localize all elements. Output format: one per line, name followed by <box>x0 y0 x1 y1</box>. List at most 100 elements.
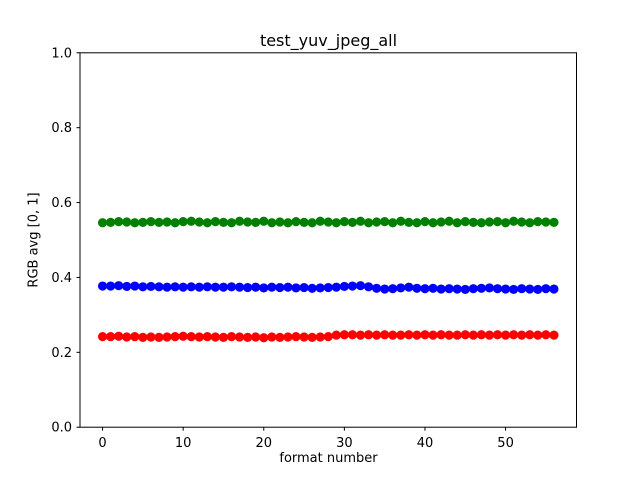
green-point <box>234 216 245 226</box>
green-point <box>154 217 164 228</box>
green-point <box>525 218 535 228</box>
red-point <box>388 330 398 340</box>
blue-point <box>210 282 221 292</box>
green-point <box>218 217 229 228</box>
red-point <box>420 330 430 340</box>
y-tick-label: 1.0 <box>51 46 72 61</box>
blue-point <box>492 284 503 294</box>
red-point <box>347 330 358 340</box>
y-tick-label: 0.4 <box>51 271 72 286</box>
blue-point <box>372 283 382 293</box>
red-point <box>500 330 511 340</box>
green-point <box>178 217 188 227</box>
green-point <box>323 217 333 227</box>
green-point <box>146 217 156 227</box>
red-point <box>146 332 156 342</box>
green-point <box>130 218 140 228</box>
green-point <box>138 217 148 228</box>
blue-point <box>460 284 470 295</box>
x-tick-label: 0 <box>98 436 106 451</box>
blue-point <box>138 282 148 292</box>
scatter-points <box>97 216 559 343</box>
red-point <box>291 331 301 342</box>
red-point <box>533 330 543 340</box>
red-point <box>283 332 293 342</box>
red-point <box>194 332 204 342</box>
red-point <box>363 330 374 340</box>
y-tick-label: 0.2 <box>51 346 72 361</box>
green-point <box>259 216 269 226</box>
red-point <box>122 332 132 342</box>
blue-point <box>355 281 366 291</box>
blue-point <box>476 283 486 293</box>
red-point <box>436 330 446 340</box>
blue-point <box>331 282 341 292</box>
green-point <box>114 217 124 227</box>
red-point <box>243 332 253 342</box>
green-point <box>243 217 253 227</box>
blue-point <box>218 282 229 292</box>
green-point <box>283 218 293 228</box>
blue-point <box>549 284 559 294</box>
green-point <box>500 218 511 228</box>
green-point <box>468 217 478 228</box>
blue-point <box>347 281 358 291</box>
blue-point <box>428 283 438 293</box>
red-point <box>178 331 188 341</box>
green-point <box>170 218 180 228</box>
red-point <box>315 332 325 342</box>
blue-point <box>363 282 374 292</box>
red-point <box>460 330 470 340</box>
green-point <box>484 217 495 227</box>
red-point <box>331 330 341 340</box>
blue-point <box>517 284 527 294</box>
green-point <box>186 216 196 226</box>
x-axis-tick-labels: 0 10 20 30 40 50 <box>98 436 513 451</box>
blue-point <box>541 284 551 294</box>
green-point <box>436 217 446 227</box>
x-axis-label: format number <box>279 451 378 466</box>
blue-point <box>404 282 414 292</box>
red-point <box>484 330 495 340</box>
blue-point <box>436 284 446 294</box>
blue-point <box>484 283 495 293</box>
x-axis-ticks <box>102 427 507 431</box>
blue-point <box>106 281 116 291</box>
green-point <box>315 216 325 226</box>
green-point <box>251 217 261 228</box>
red-point <box>299 332 309 342</box>
y-axis-ticks <box>76 52 80 428</box>
green-point <box>420 217 430 227</box>
blue-point <box>299 282 309 293</box>
green-point <box>106 217 116 228</box>
green-point <box>444 216 454 226</box>
y-tick-label: 0.6 <box>51 196 72 211</box>
green-point <box>202 218 212 228</box>
chart-title: test_yuv_jpeg_all <box>259 31 398 50</box>
red-point <box>226 331 237 342</box>
red-point <box>339 330 349 340</box>
green-point <box>428 218 438 228</box>
red-point <box>525 330 535 340</box>
red-point <box>275 332 285 342</box>
blue-point <box>194 282 204 292</box>
green-point <box>549 217 559 228</box>
red-point <box>428 330 438 340</box>
blue-point <box>226 282 237 292</box>
red-point <box>251 332 261 342</box>
red-point <box>412 330 422 340</box>
red-point <box>549 330 559 340</box>
blue-point <box>500 284 511 294</box>
red-point <box>162 332 172 342</box>
green-point <box>460 217 470 227</box>
blue-point <box>323 282 333 293</box>
blue-point <box>202 282 212 292</box>
green-point <box>267 218 277 228</box>
red-point <box>154 332 164 342</box>
y-axis-label: RGB avg [0, 1] <box>26 192 42 288</box>
red-point <box>130 331 140 342</box>
green-point <box>388 218 398 228</box>
green-point <box>122 217 132 227</box>
red-point <box>97 331 108 342</box>
blue-point <box>452 284 462 294</box>
